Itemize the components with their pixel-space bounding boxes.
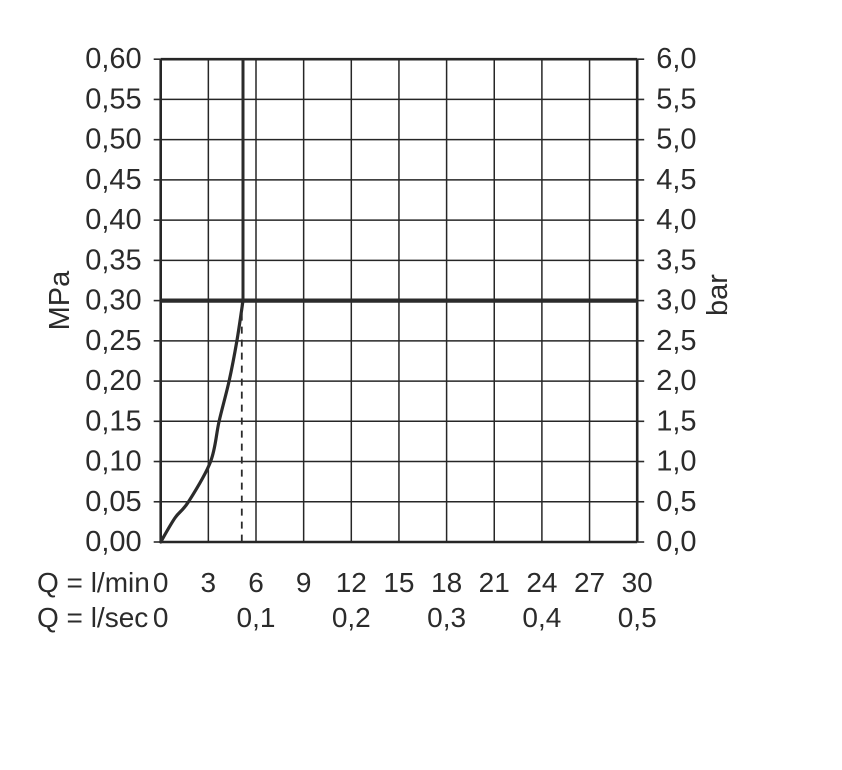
- svg-text:9: 9: [296, 567, 312, 598]
- svg-text:0,25: 0,25: [85, 325, 141, 357]
- svg-text:21: 21: [479, 567, 510, 598]
- svg-text:6: 6: [248, 567, 264, 598]
- svg-text:6,0: 6,0: [656, 43, 696, 75]
- svg-text:2,5: 2,5: [656, 325, 696, 357]
- svg-text:0,0: 0,0: [656, 526, 696, 558]
- svg-text:5,5: 5,5: [656, 83, 696, 115]
- svg-text:18: 18: [431, 567, 462, 598]
- svg-text:4,0: 4,0: [656, 204, 696, 236]
- svg-text:MPa: MPa: [44, 270, 76, 331]
- svg-text:3: 3: [201, 567, 217, 598]
- svg-text:0,45: 0,45: [85, 164, 141, 196]
- svg-text:3,0: 3,0: [656, 285, 696, 317]
- svg-text:0,10: 0,10: [85, 446, 141, 478]
- svg-text:3,5: 3,5: [656, 244, 696, 276]
- svg-text:12: 12: [336, 567, 367, 598]
- svg-text:0,05: 0,05: [85, 486, 141, 518]
- svg-text:0,2: 0,2: [332, 602, 371, 633]
- svg-text:0,5: 0,5: [656, 486, 696, 518]
- svg-text:0,3: 0,3: [427, 602, 466, 633]
- svg-text:0,15: 0,15: [85, 405, 141, 437]
- svg-text:27: 27: [574, 567, 605, 598]
- svg-text:24: 24: [526, 567, 557, 598]
- svg-text:0,40: 0,40: [85, 204, 141, 236]
- svg-text:0,55: 0,55: [85, 83, 141, 115]
- svg-text:0,50: 0,50: [85, 124, 141, 156]
- svg-text:0,00: 0,00: [85, 526, 141, 558]
- svg-text:Q = l/min: Q = l/min: [37, 567, 150, 598]
- svg-text:0,30: 0,30: [85, 285, 141, 317]
- svg-text:0,1: 0,1: [237, 602, 276, 633]
- svg-text:0,60: 0,60: [85, 43, 141, 75]
- svg-text:5,0: 5,0: [656, 124, 696, 156]
- svg-text:0,4: 0,4: [522, 602, 561, 633]
- svg-text:0,35: 0,35: [85, 244, 141, 276]
- svg-text:Q = l/sec: Q = l/sec: [37, 602, 148, 633]
- svg-text:0: 0: [153, 567, 169, 598]
- svg-text:0,5: 0,5: [618, 602, 657, 633]
- svg-text:30: 30: [622, 567, 653, 598]
- svg-text:4,5: 4,5: [656, 164, 696, 196]
- svg-text:0: 0: [153, 602, 169, 633]
- svg-text:0,20: 0,20: [85, 365, 141, 397]
- svg-text:1,5: 1,5: [656, 405, 696, 437]
- svg-text:1,0: 1,0: [656, 446, 696, 478]
- svg-text:15: 15: [383, 567, 414, 598]
- svg-text:2,0: 2,0: [656, 365, 696, 397]
- svg-text:bar: bar: [702, 274, 734, 316]
